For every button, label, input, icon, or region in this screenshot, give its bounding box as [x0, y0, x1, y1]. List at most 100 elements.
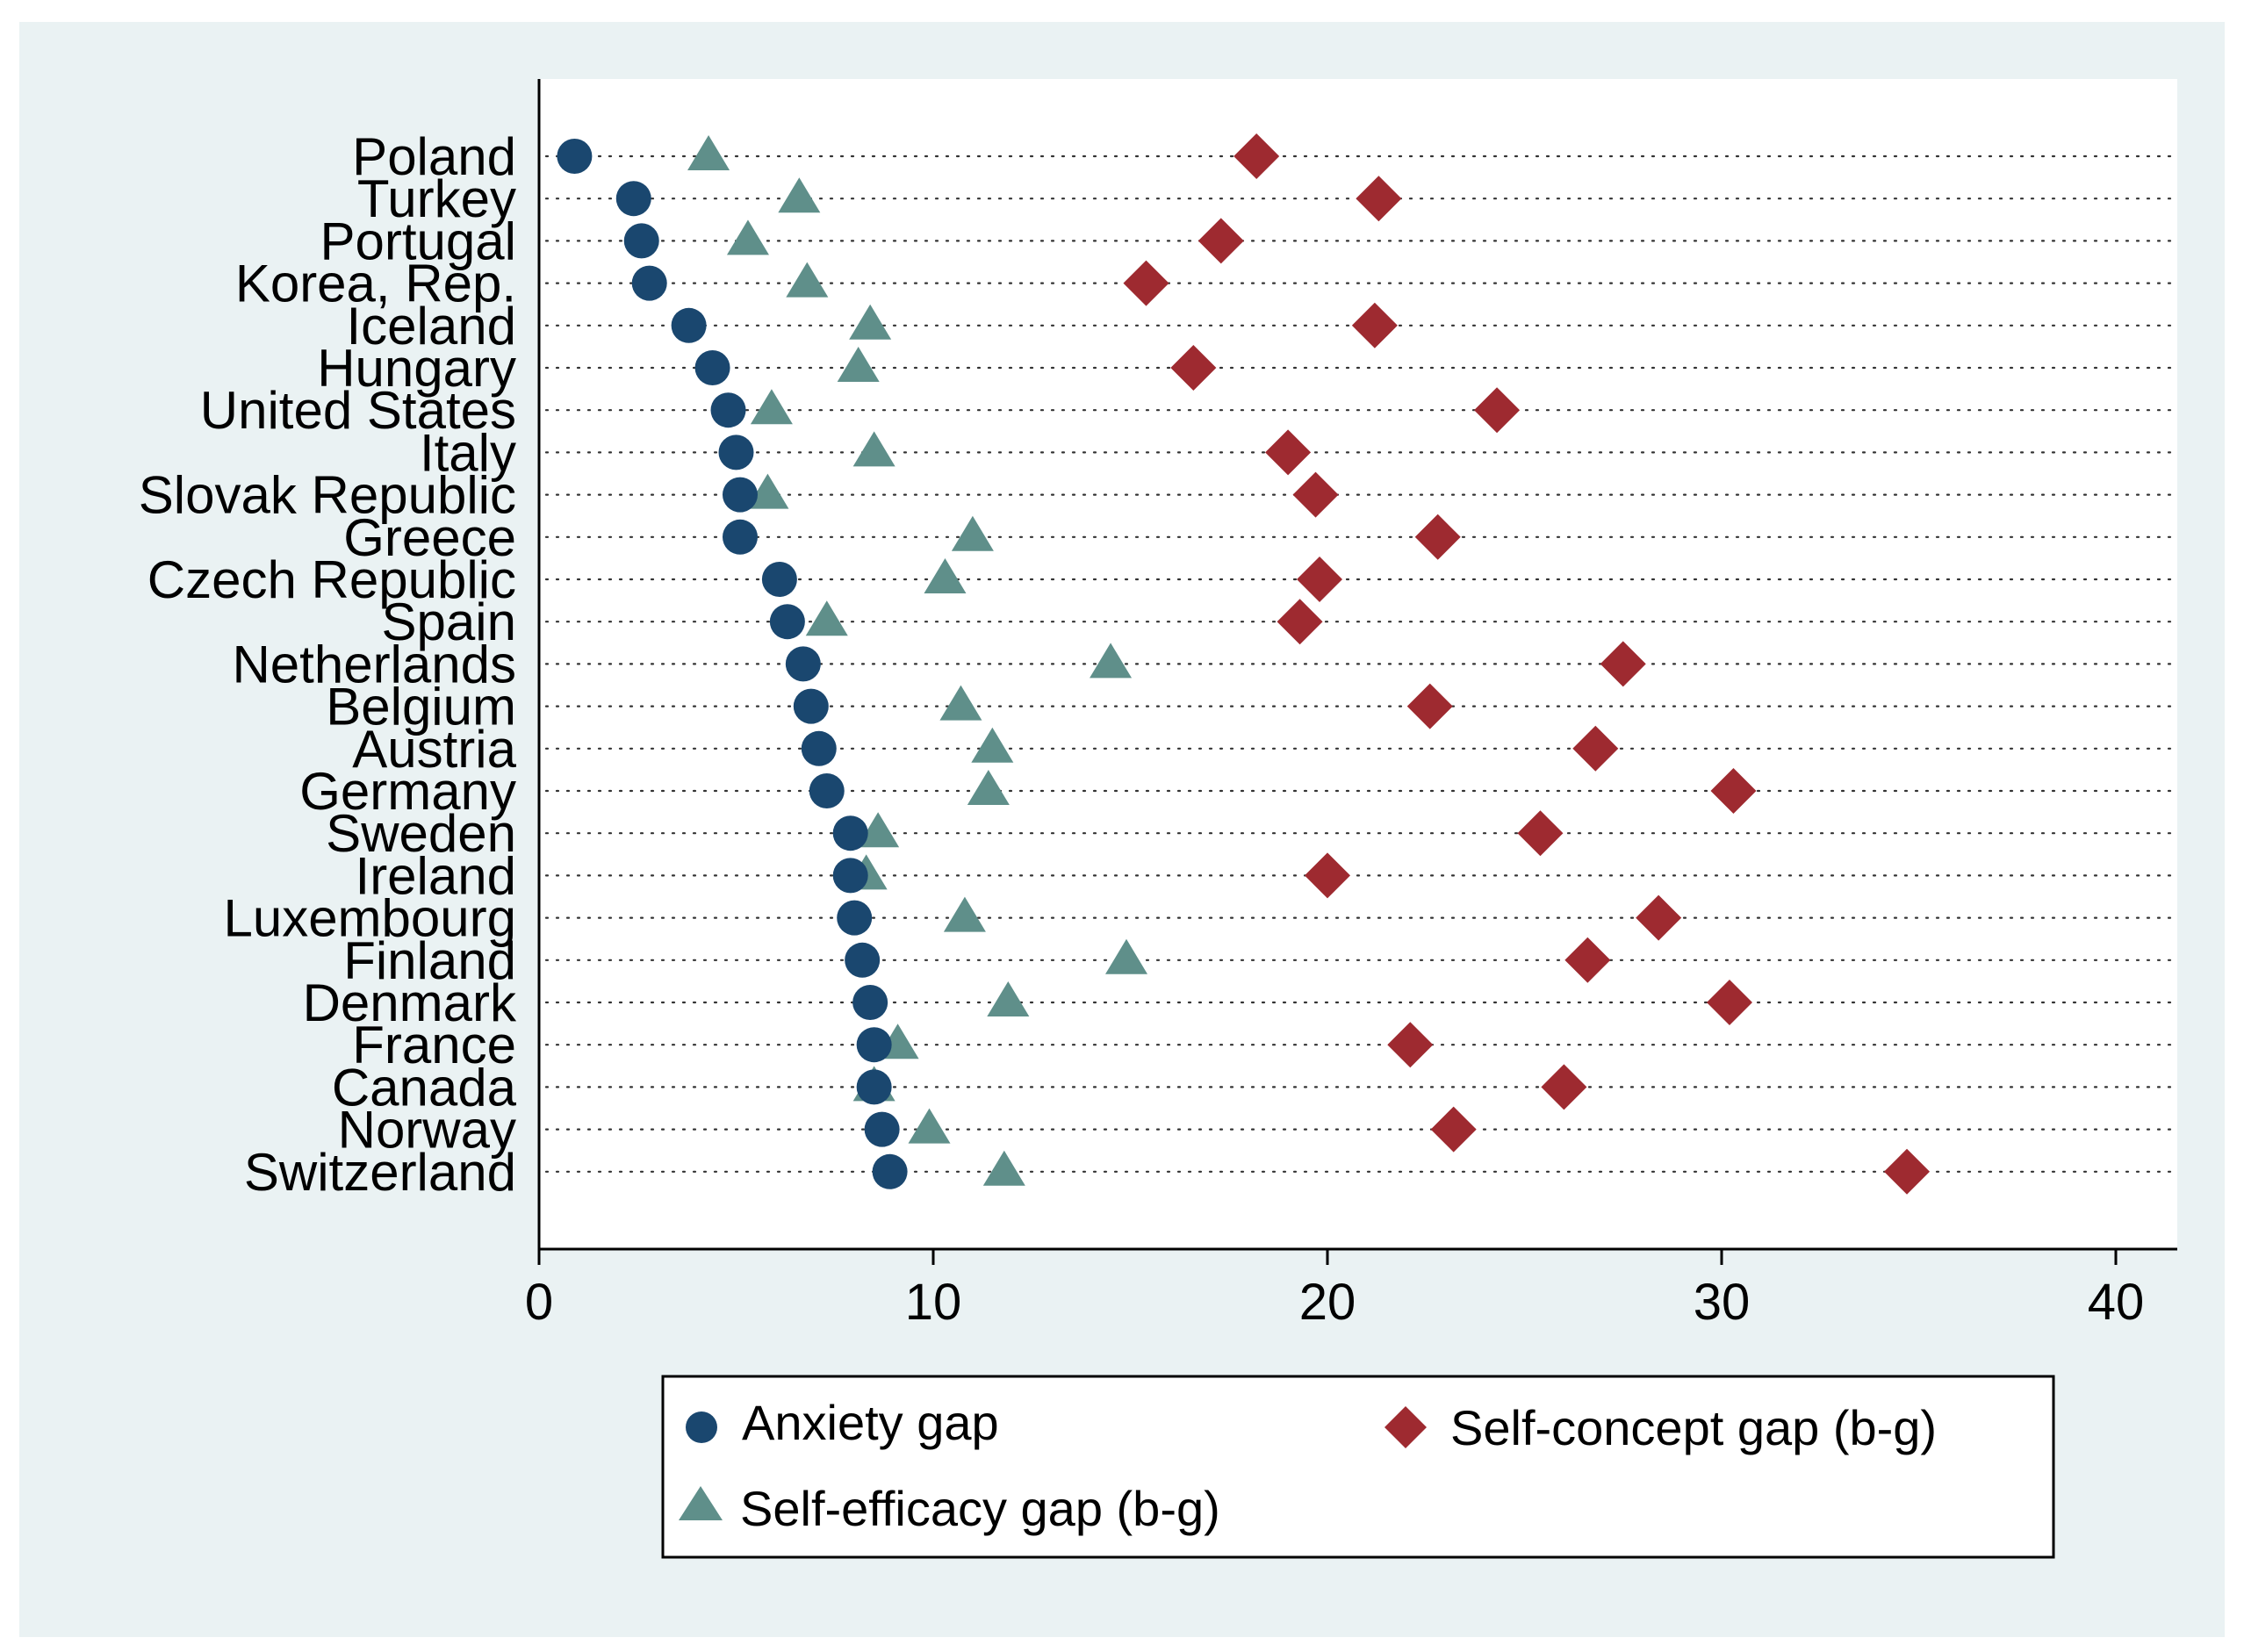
point-anxiety-gap-france: [856, 1027, 892, 1063]
y-label-poland: Poland: [352, 127, 516, 186]
point-self-efficacy-gap-b-g-netherlands: [1090, 643, 1133, 679]
point-self-efficacy-gap-b-g-greece: [951, 515, 994, 551]
point-self-concept-gap-b-g-switzerland: [1884, 1148, 1931, 1195]
y-label-turkey: Turkey: [357, 169, 516, 228]
x-tick-label-0: 0: [525, 1274, 553, 1331]
point-anxiety-gap-united-states: [710, 392, 746, 428]
point-self-efficacy-gap-b-g-turkey: [778, 177, 821, 213]
point-self-efficacy-gap-b-g-switzerland: [982, 1150, 1025, 1186]
point-self-concept-gap-b-g-belgium: [1406, 683, 1453, 729]
x-axis-ticks: 0 10 20 30 40: [525, 1249, 2144, 1331]
point-anxiety-gap-belgium: [793, 688, 829, 724]
point-anxiety-gap-finland: [845, 942, 881, 978]
point-self-efficacy-gap-b-g-spain: [805, 600, 848, 636]
point-anxiety-gap-iceland: [671, 307, 707, 343]
point-self-concept-gap-b-g-czech-republic: [1297, 557, 1343, 602]
point-self-concept-gap-b-g-united-states: [1474, 387, 1521, 434]
y-label-norway: Norway: [338, 1101, 516, 1160]
point-anxiety-gap-switzerland: [872, 1153, 908, 1189]
y-label-portugal: Portugal: [320, 212, 516, 270]
point-self-concept-gap-b-g-turkey: [1356, 176, 1402, 222]
point-self-concept-gap-b-g-iceland: [1351, 302, 1398, 348]
point-self-efficacy-gap-b-g-hungary: [837, 347, 880, 382]
legend: Anxiety gap Self-concept gap (b-g) Self-…: [661, 1375, 2055, 1559]
point-anxiety-gap-canada: [856, 1069, 892, 1105]
point-self-concept-gap-b-g-norway: [1430, 1106, 1477, 1153]
point-anxiety-gap-italy: [718, 435, 754, 470]
point-anxiety-gap-ireland: [832, 858, 868, 894]
point-self-concept-gap-b-g-portugal: [1198, 218, 1244, 264]
x-tick-label-10: 10: [905, 1274, 962, 1331]
y-label-sweden: Sweden: [326, 804, 516, 863]
point-self-concept-gap-b-g-sweden: [1517, 810, 1564, 857]
gridlines: [544, 154, 2179, 1173]
y-label-luxembourg: Luxembourg: [223, 889, 516, 948]
y-label-slovak-republic: Slovak Republic: [139, 466, 516, 525]
y-label-united-states: United States: [200, 381, 516, 440]
point-anxiety-gap-luxembourg: [837, 900, 873, 936]
point-self-concept-gap-b-g-ireland: [1305, 852, 1350, 899]
point-anxiety-gap-netherlands: [785, 646, 821, 682]
point-self-concept-gap-b-g-hungary: [1170, 345, 1217, 391]
x-tick-label-40: 40: [2088, 1274, 2145, 1331]
x-tick-label-20: 20: [1299, 1274, 1356, 1331]
point-self-efficacy-gap-b-g-denmark: [987, 981, 1030, 1016]
point-self-efficacy-gap-b-g-germany: [967, 770, 1010, 805]
legend-self-efficacy-marker: [679, 1486, 723, 1520]
point-anxiety-gap-greece: [722, 519, 758, 555]
point-self-concept-gap-b-g-slovak-republic: [1292, 471, 1339, 518]
y-label-czech-republic: Czech Republic: [147, 550, 516, 609]
point-self-efficacy-gap-b-g-norway: [908, 1108, 951, 1144]
legend-self-concept-marker: [1385, 1406, 1427, 1448]
point-anxiety-gap-turkey: [615, 181, 651, 217]
point-self-concept-gap-b-g-netherlands: [1600, 641, 1646, 687]
y-label-hungary: Hungary: [317, 339, 516, 398]
point-self-concept-gap-b-g-finland: [1564, 937, 1611, 983]
point-anxiety-gap-germany: [809, 773, 845, 808]
x-tick-label-30: 30: [1694, 1274, 1751, 1331]
y-label-finland: Finland: [343, 931, 516, 990]
point-self-concept-gap-b-g-italy: [1265, 429, 1312, 476]
y-label-austria: Austria: [352, 720, 516, 779]
y-label-iceland: Iceland: [347, 297, 516, 356]
point-self-efficacy-gap-b-g-italy: [852, 431, 895, 467]
y-label-france: France: [352, 1016, 516, 1074]
point-self-efficacy-gap-b-g-korea-rep: [786, 262, 829, 298]
point-self-efficacy-gap-b-g-portugal: [726, 219, 769, 255]
point-self-concept-gap-b-g-greece: [1414, 514, 1461, 560]
y-label-belgium: Belgium: [326, 678, 516, 736]
point-anxiety-gap-denmark: [852, 985, 888, 1020]
y-label-netherlands: Netherlands: [232, 635, 516, 693]
y-label-spain: Spain: [382, 593, 516, 651]
y-label-greece: Greece: [343, 508, 516, 567]
point-self-concept-gap-b-g-austria: [1572, 725, 1619, 772]
y-label-korea-rep: Korea, Rep.: [235, 255, 516, 313]
point-self-efficacy-gap-b-g-united-states: [750, 389, 793, 425]
data-markers: [557, 133, 1931, 1195]
point-anxiety-gap-norway: [864, 1111, 900, 1147]
y-label-italy: Italy: [420, 423, 516, 482]
legend-self-efficacy-label: Self-efficacy gap (b-g): [740, 1481, 1220, 1536]
point-self-efficacy-gap-b-g-poland: [687, 135, 730, 170]
point-self-efficacy-gap-b-g-finland: [1105, 938, 1148, 974]
point-self-efficacy-gap-b-g-luxembourg: [943, 896, 986, 932]
point-anxiety-gap-spain: [769, 604, 805, 640]
point-self-concept-gap-b-g-france: [1387, 1022, 1434, 1068]
point-self-concept-gap-b-g-luxembourg: [1636, 894, 1682, 941]
point-self-efficacy-gap-b-g-slovak-republic: [746, 473, 789, 509]
point-self-efficacy-gap-b-g-czech-republic: [924, 558, 967, 593]
point-self-concept-gap-b-g-poland: [1233, 133, 1280, 179]
legend-anxiety-label: Anxiety gap: [742, 1395, 999, 1450]
point-self-concept-gap-b-g-denmark: [1706, 980, 1752, 1025]
legend-box: [661, 1375, 2055, 1559]
point-anxiety-gap-austria: [801, 730, 837, 766]
point-self-concept-gap-b-g-germany: [1710, 768, 1757, 814]
point-anxiety-gap-hungary: [694, 350, 730, 385]
point-anxiety-gap-korea-rep: [631, 265, 667, 301]
y-label-denmark: Denmark: [303, 973, 517, 1032]
point-self-concept-gap-b-g-canada: [1541, 1064, 1587, 1110]
y-label-ireland: Ireland: [356, 846, 516, 905]
point-self-efficacy-gap-b-g-belgium: [939, 685, 982, 721]
point-self-efficacy-gap-b-g-iceland: [849, 304, 892, 340]
